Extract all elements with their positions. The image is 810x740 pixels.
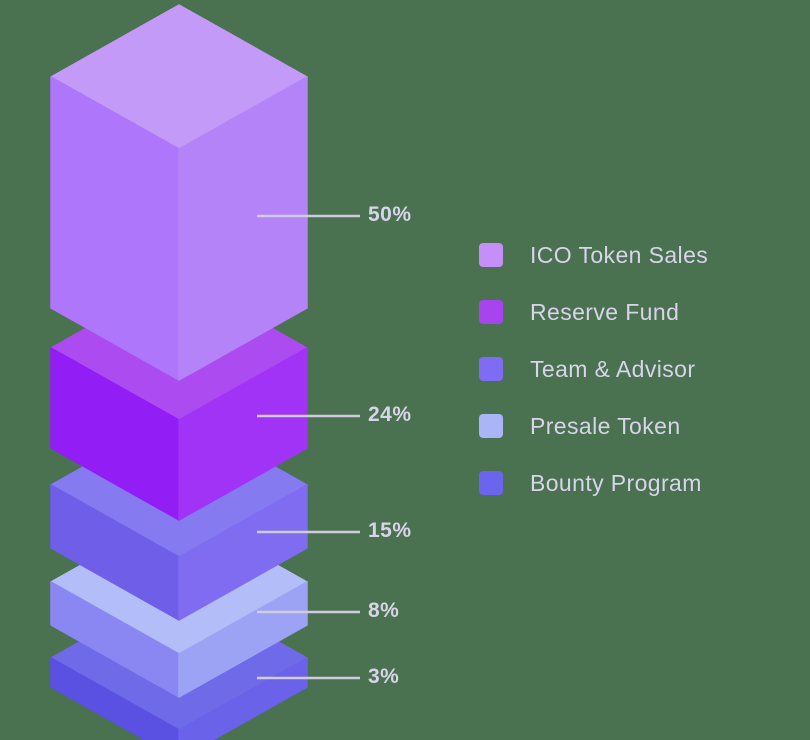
legend-item-reserve-fund: Reserve Fund (479, 298, 708, 325)
legend-item-ico-token-sales: ICO Token Sales (479, 241, 709, 268)
legend-label: Presale Token (530, 412, 681, 439)
legend-item-team-advisor: Team & Advisor (479, 355, 708, 382)
segment-0-right-face (178, 76, 308, 381)
percent-label-ico-token-sales: 50% (368, 203, 412, 226)
legend-swatch-icon (479, 471, 503, 495)
legend-swatch-icon (479, 300, 503, 324)
percent-label-team-advisor: 15% (368, 519, 412, 542)
legend: ICO Token Sales Reserve Fund Team & Advi… (479, 241, 709, 528)
segment-4-left-face (50, 657, 180, 740)
legend-item-presale-token: Presale Token (479, 412, 708, 439)
percent-label-reserve-fund: 24% (368, 403, 412, 426)
legend-swatch-icon (479, 243, 503, 267)
legend-label: ICO Token Sales (530, 241, 709, 268)
legend-label: Reserve Fund (530, 298, 680, 325)
legend-label: Team & Advisor (530, 355, 696, 382)
percent-label-bounty-program: 3% (368, 665, 400, 688)
legend-item-bounty-program: Bounty Program (479, 469, 708, 496)
segment-1-right-face (178, 347, 308, 521)
legend-swatch-icon (479, 414, 503, 438)
legend-swatch-icon (479, 357, 503, 381)
legend-label: Bounty Program (530, 469, 702, 496)
percent-label-presale-token: 8% (368, 599, 400, 622)
segment-2-right-face (178, 484, 308, 621)
